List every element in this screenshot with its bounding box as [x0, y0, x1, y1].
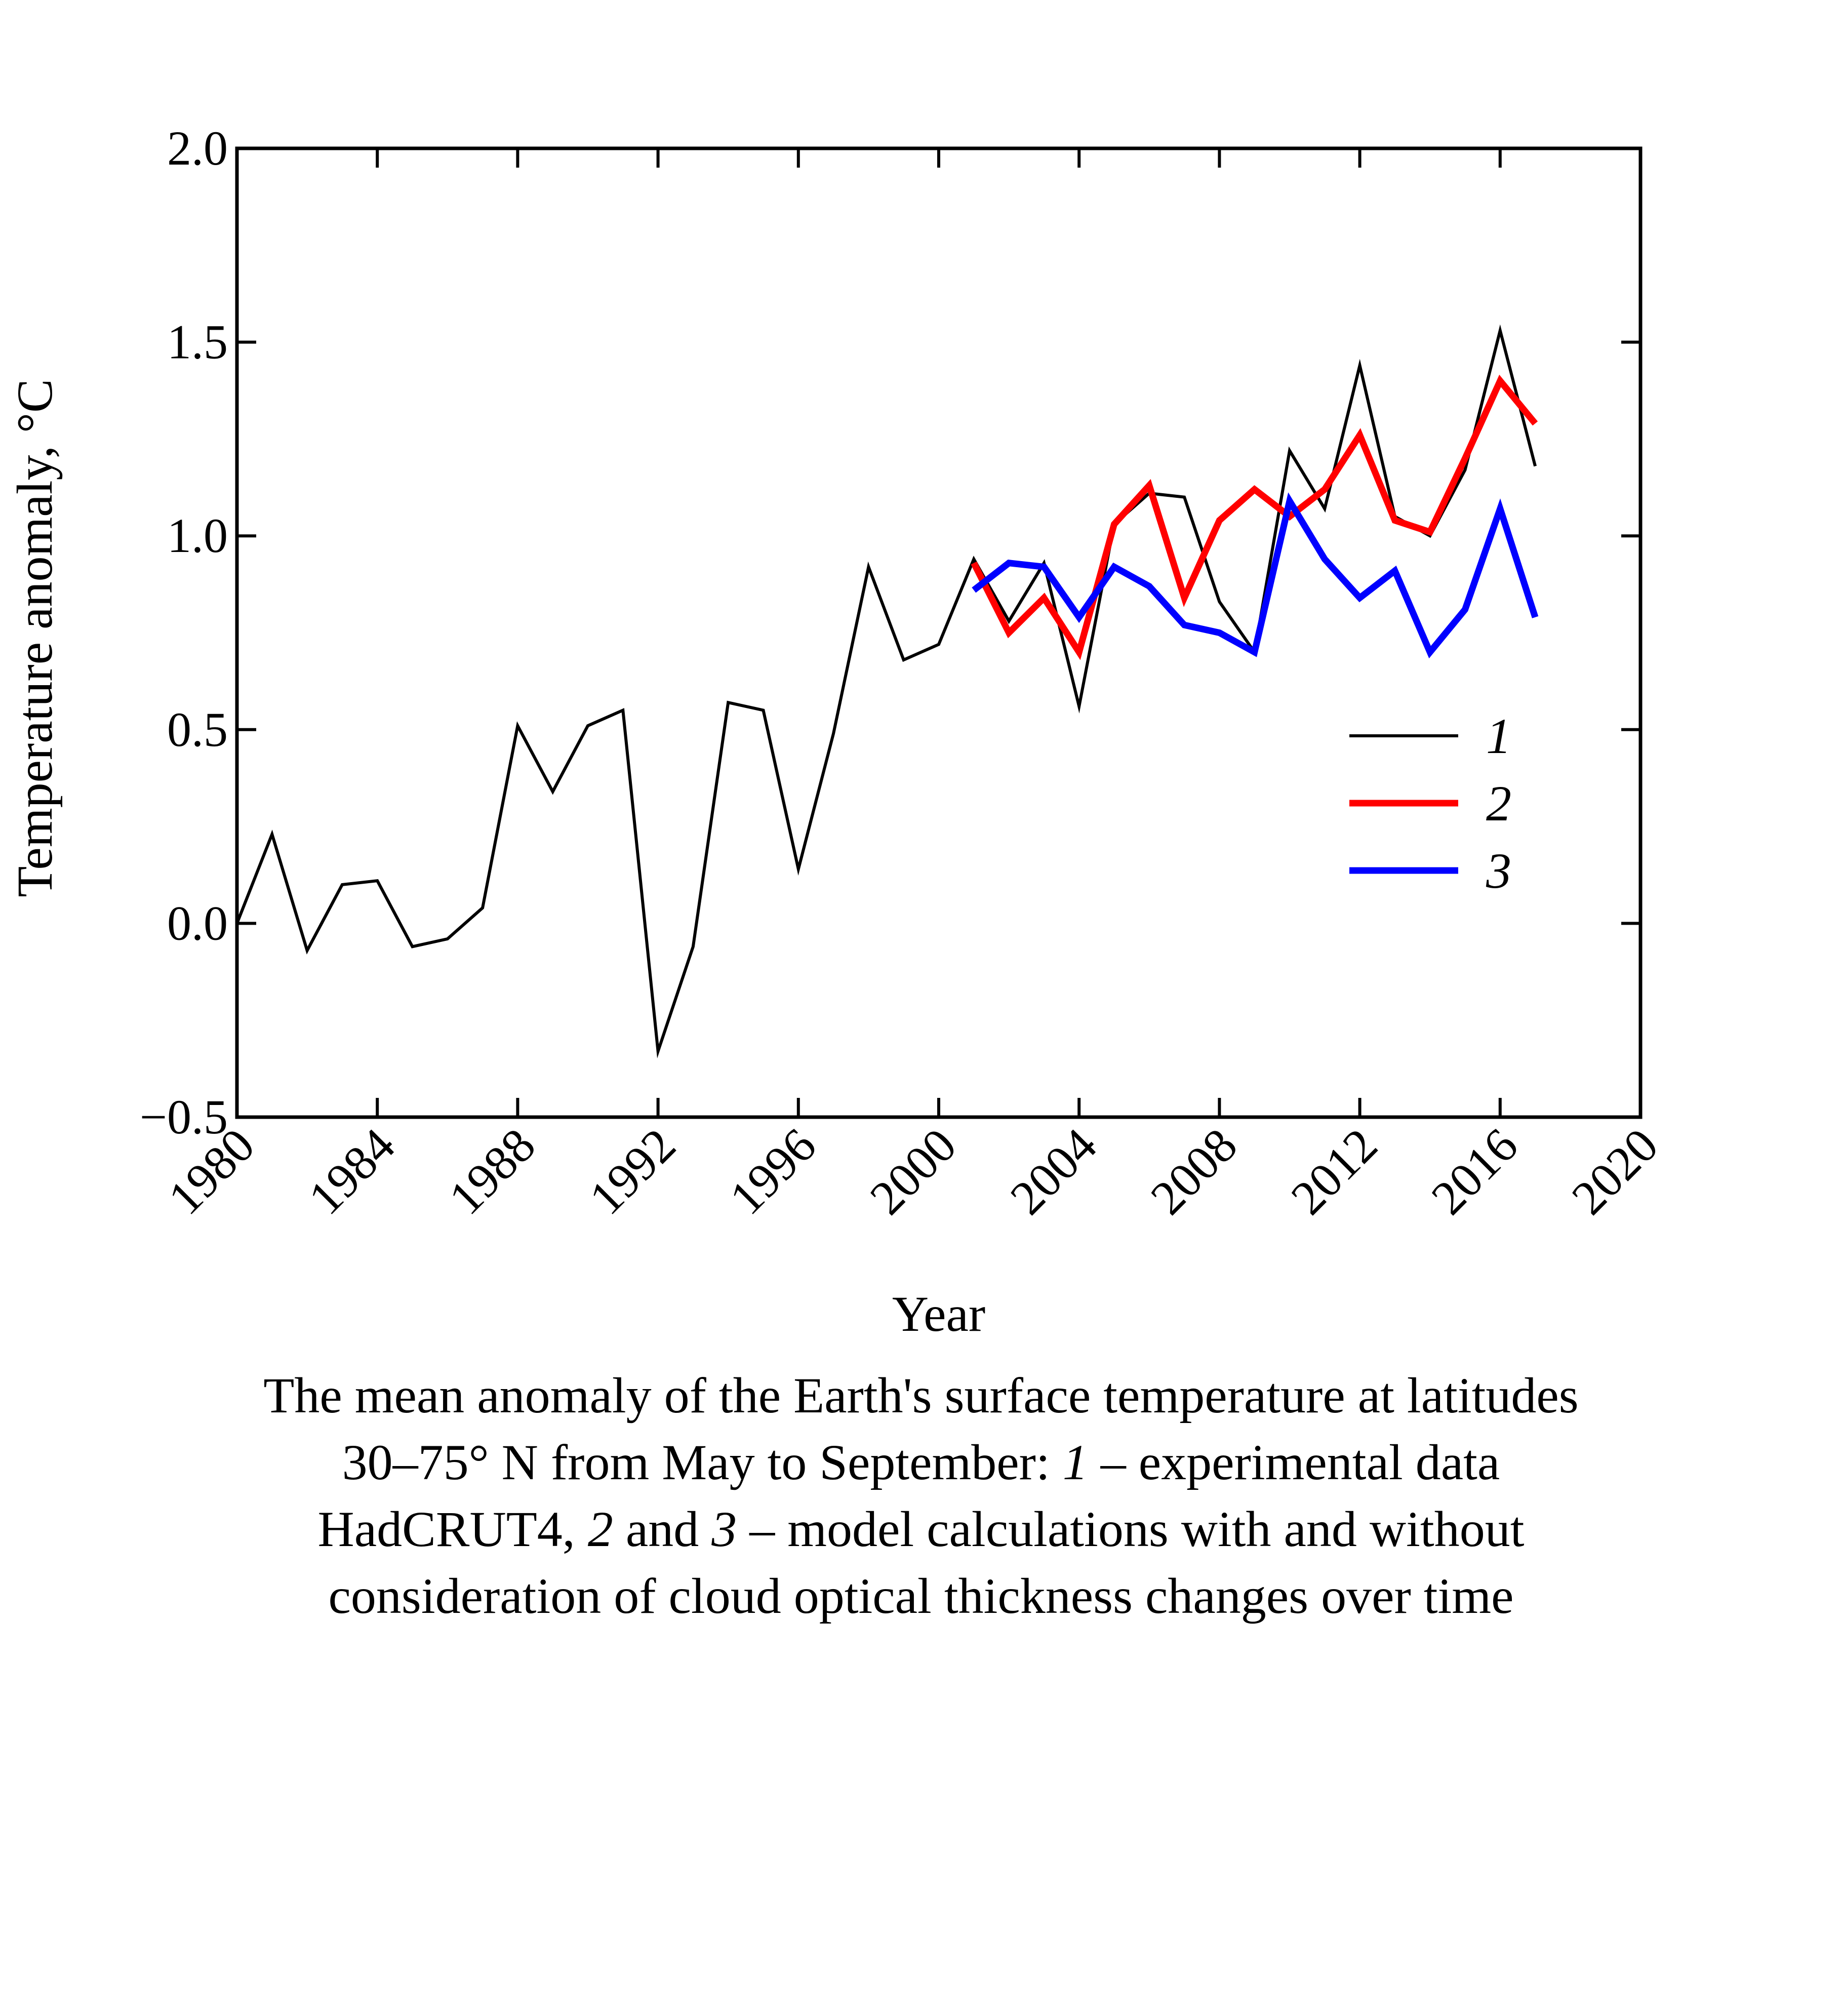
legend-label-2: 2 — [1486, 775, 1511, 832]
legend-label-1: 1 — [1486, 708, 1511, 764]
series-line-1 — [235, 324, 1537, 1058]
series-line-2 — [971, 374, 1538, 660]
caption-line-4: consideration of cloud optical thickness… — [328, 1568, 1514, 1624]
y-axis-title: Temperature anomaly, °C — [7, 379, 63, 897]
series-line-3 — [972, 492, 1539, 659]
figure-caption: The mean anomaly of the Earth's surface … — [101, 1362, 1741, 1630]
line-chart: 1980 1984 1988 1992 1996 2000 2004 2008 2012 2016… — [7, 121, 1668, 1342]
legend: 1 2 3 — [1349, 708, 1511, 899]
plot-area — [235, 324, 1539, 1058]
caption-text: – model calculations with and without — [737, 1501, 1525, 1557]
x-tick-label: 2020 — [1561, 1118, 1668, 1224]
caption-text: HadCRUT4, — [317, 1501, 588, 1557]
axes: 1980 1984 1988 1992 1996 2000 2004 2008 2012 2016… — [140, 121, 1668, 1225]
x-tick-label: 1988 — [438, 1118, 545, 1224]
caption-series-ref: 3 — [711, 1501, 737, 1557]
legend-label-3: 3 — [1486, 843, 1511, 899]
caption-line-1: The mean anomaly of the Earth's surface … — [263, 1367, 1579, 1424]
x-tick-label: 1996 — [719, 1118, 826, 1224]
x-tick-label: 1992 — [579, 1118, 686, 1224]
caption-line-3: HadCRUT4, 2 and 3 – model calculations w… — [101, 1496, 1741, 1563]
y-tick-label: 2.0 — [167, 121, 228, 175]
y-tick-label: 1.0 — [167, 508, 228, 563]
caption-line-2: 30–75° N from May to September: 1 – expe… — [101, 1429, 1741, 1496]
x-tick-label: 2012 — [1280, 1118, 1387, 1224]
y-tick-label: 0.5 — [167, 702, 228, 757]
plot-frame — [235, 146, 1643, 1119]
y-tick-label: 0.0 — [167, 896, 228, 950]
caption-text: – experimental data — [1088, 1434, 1500, 1490]
caption-text: 30–75° N from May to September: — [342, 1434, 1063, 1490]
x-tick-label: 2000 — [859, 1118, 966, 1224]
caption-text: and — [613, 1501, 712, 1557]
x-tick-label: 2016 — [1421, 1118, 1528, 1224]
x-tick-label: 1984 — [298, 1118, 405, 1224]
y-tick-label: 1.5 — [167, 315, 228, 369]
x-tick-label: 2008 — [1140, 1118, 1247, 1224]
caption-series-ref: 2 — [587, 1501, 613, 1557]
caption-series-ref: 1 — [1062, 1434, 1088, 1490]
y-tick-label: −0.5 — [140, 1090, 228, 1144]
x-axis-title: Year — [892, 1286, 985, 1342]
x-tick-label: 2004 — [1000, 1118, 1107, 1224]
